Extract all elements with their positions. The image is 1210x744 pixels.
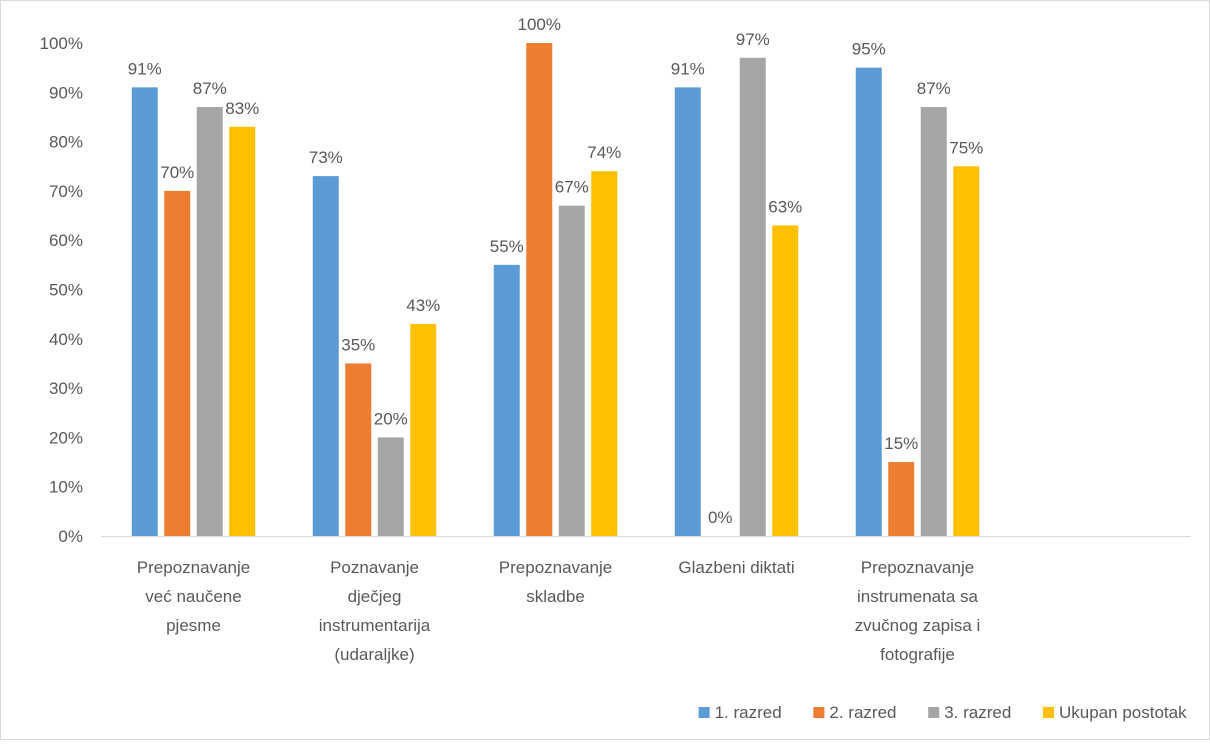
bar (558, 205, 585, 536)
legend-swatch (1043, 707, 1054, 718)
data-label: 67% (555, 178, 589, 197)
y-tick-label: 20% (49, 428, 83, 447)
data-label: 15% (884, 434, 918, 453)
legend-swatch (698, 707, 710, 718)
category-label: Prepoznavanje već naučene pjesme (137, 558, 250, 635)
bar (953, 166, 980, 536)
legend-label: 1. razred (715, 703, 782, 722)
bar (377, 437, 404, 536)
data-label: 100% (518, 15, 561, 34)
legend-item: 1. razred (698, 703, 782, 722)
bar (312, 176, 339, 537)
data-label: 0% (708, 508, 733, 527)
data-label: 87% (193, 79, 227, 98)
category-label: Poznavanje dječjeg instrumentarija (udaralj… (319, 558, 431, 664)
legend-label: 3. razred (944, 703, 1011, 722)
data-label: 75% (949, 138, 983, 157)
bar (229, 126, 256, 536)
bar (674, 87, 701, 537)
y-tick-label: 10% (49, 478, 83, 497)
legend: 1. razred 2. razred 3. razred Ukupan postot… (698, 703, 1187, 722)
data-label: 55% (490, 237, 524, 256)
data-label: 20% (374, 409, 408, 428)
y-tick-label: 60% (49, 231, 83, 250)
data-label: 87% (917, 79, 951, 98)
category-label: Glazbeni diktati (678, 558, 794, 577)
bar (164, 190, 191, 536)
category-labels: Prepoznavanje već naučene pjesme Poznavanje… (137, 558, 981, 664)
data-label: 91% (671, 59, 705, 78)
bar (131, 87, 158, 537)
y-tick-label: 30% (49, 379, 83, 398)
legend-swatch (813, 707, 825, 718)
data-label: 73% (309, 148, 343, 167)
bar (855, 67, 882, 537)
y-tick-label: 0% (58, 527, 83, 546)
bar (739, 57, 766, 536)
bar (345, 363, 372, 536)
legend-swatch (928, 707, 940, 718)
legend-item: 3. razred (928, 703, 1011, 722)
data-label: 35% (341, 335, 375, 354)
bar (591, 171, 618, 536)
data-label: 91% (128, 59, 162, 78)
bar (526, 43, 553, 536)
legend-label: Ukupan postotak (1059, 703, 1187, 722)
y-tick-label: 70% (49, 182, 83, 201)
bar (493, 264, 520, 536)
y-tick-label: 90% (49, 83, 83, 102)
bars (131, 43, 980, 537)
data-label: 97% (736, 30, 770, 49)
y-tick-label: 40% (49, 330, 83, 349)
data-label: 63% (768, 197, 802, 216)
data-label: 70% (160, 163, 194, 182)
y-tick-label: 80% (49, 133, 83, 152)
bar (888, 462, 915, 536)
data-label: 83% (225, 99, 259, 118)
bar (410, 324, 437, 536)
data-label: 43% (406, 296, 440, 315)
y-tick-label: 50% (49, 281, 83, 300)
legend-item: Ukupan postotak (1043, 703, 1187, 722)
legend-item: 2. razred (813, 703, 896, 722)
legend-label: 2. razred (829, 703, 896, 722)
bar (196, 107, 223, 536)
data-labels: 91%70%87%83%73%35%20%43%55%100%67%74%91%… (128, 15, 984, 527)
bar (920, 107, 947, 536)
category-label: Prepoznavanje skladbe (499, 558, 612, 606)
y-axis: 0% 10% 20% 30% 40% 50% 60% 70% 80% 90% 100% (40, 34, 1191, 546)
bar (772, 225, 799, 536)
data-label: 74% (587, 143, 621, 162)
y-tick-label: 100% (40, 34, 83, 53)
category-label: Prepoznavanje instrumenata sa zvučnog zapi… (855, 558, 981, 664)
data-label: 95% (852, 40, 886, 59)
